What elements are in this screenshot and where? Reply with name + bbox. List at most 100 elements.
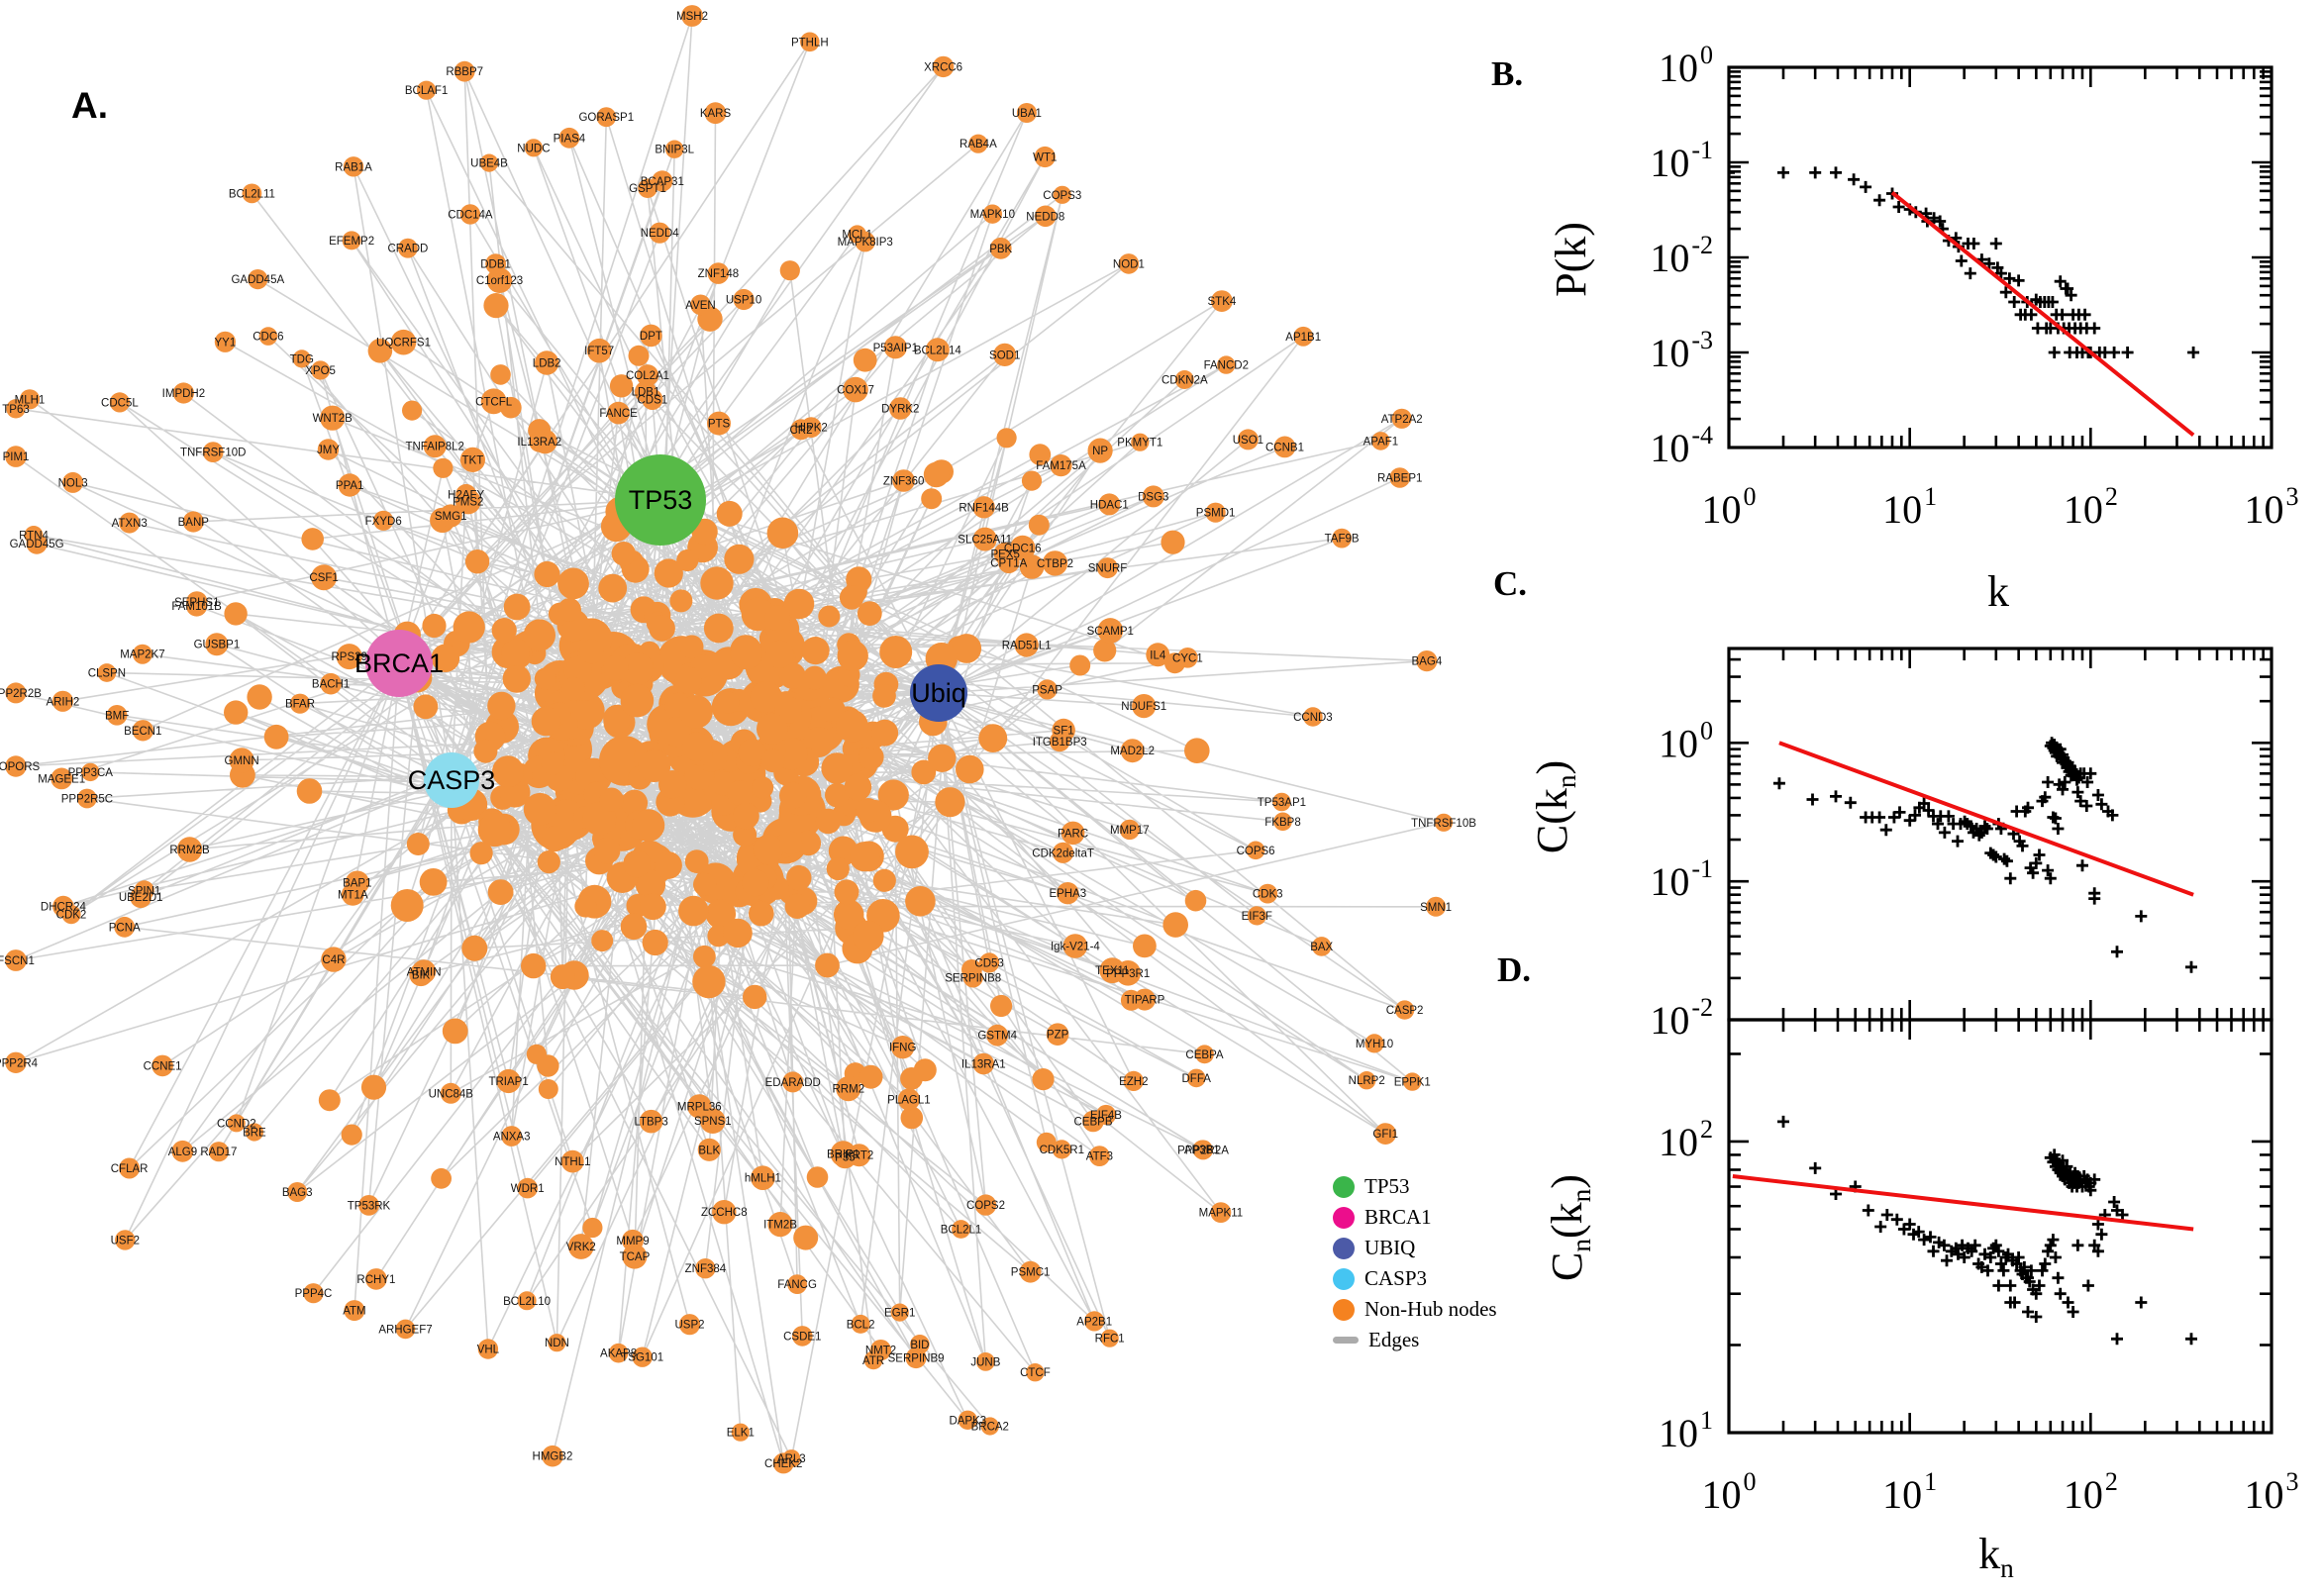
gene-label: PPP3R1 xyxy=(1106,968,1150,980)
non-hub-node xyxy=(661,717,692,748)
edge-swatch-icon xyxy=(1333,1337,1359,1344)
non-hub-node xyxy=(531,706,561,737)
gene-label: PSMD1 xyxy=(1196,508,1236,520)
gene-label: CLSPN xyxy=(88,668,126,680)
gene-label: BFAR xyxy=(285,699,315,711)
legend-label: Non-Hub nodes xyxy=(1364,1297,1497,1321)
non-hub-node xyxy=(296,778,323,804)
gene-label: USP2 xyxy=(674,1320,704,1332)
gene-label: COPS6 xyxy=(1237,846,1275,857)
hub-nodes: TP53 BRCA1 Ubiq CASP3 xyxy=(354,454,967,808)
gene-label: ZCCHC8 xyxy=(701,1207,748,1219)
non-hub-node xyxy=(454,60,475,82)
gene-label: CEBPB xyxy=(1074,1117,1113,1129)
non-hub-node xyxy=(871,719,899,747)
gene-label: AP1B1 xyxy=(1285,332,1321,344)
non-hub-node xyxy=(784,893,810,920)
gene-label: GMNN xyxy=(225,755,259,767)
gene-label: MYH10 xyxy=(1356,1039,1393,1050)
gene-label: RAB4A xyxy=(960,139,997,150)
node-swatch-icon xyxy=(1333,1237,1355,1259)
non-hub-node xyxy=(97,663,117,682)
gene-label: AP2B1 xyxy=(1076,1316,1112,1328)
non-hub-node xyxy=(772,1452,794,1474)
gene-label: GSTM4 xyxy=(977,1031,1017,1043)
non-hub-node xyxy=(345,870,369,895)
non-hub-node xyxy=(700,566,734,600)
gene-label: IFNG xyxy=(889,1043,917,1054)
gene-label: NOL3 xyxy=(58,477,88,489)
gene-label: TSG101 xyxy=(621,1352,663,1364)
gene-label: SEPHS1 xyxy=(174,597,219,609)
non-hub-node xyxy=(287,1182,308,1202)
gene-label: BECN1 xyxy=(124,726,161,738)
non-hub-node xyxy=(487,879,514,905)
non-hub-node xyxy=(843,376,868,403)
non-hub-node xyxy=(412,959,437,984)
non-hub-node xyxy=(591,930,614,952)
non-hub-node xyxy=(1272,792,1291,812)
non-hub-node xyxy=(485,253,506,274)
non-hub-node xyxy=(1087,438,1113,463)
non-hub-node xyxy=(208,1142,229,1162)
gene-label: ALG9 xyxy=(168,1147,197,1158)
non-hub-node xyxy=(524,139,544,157)
non-hub-node xyxy=(844,773,872,801)
non-hub-node xyxy=(972,527,997,551)
non-hub-node xyxy=(642,388,663,410)
gene-label: UBA1 xyxy=(1012,108,1042,120)
gene-label: XRCC6 xyxy=(924,61,962,73)
tick-label: 101 xyxy=(1659,1406,1713,1455)
non-hub-node xyxy=(621,789,649,817)
gene-label: UQCRFS1 xyxy=(376,338,431,349)
gene-label: HMGB2 xyxy=(533,1451,573,1463)
hub-label-tp53: TP53 xyxy=(629,485,693,515)
non-hub-node xyxy=(1131,433,1150,451)
non-hub-node xyxy=(1311,937,1332,956)
non-hub-node xyxy=(850,842,880,872)
gene-label: SPNS1 xyxy=(694,1116,732,1128)
gene-label: NDN xyxy=(545,1338,569,1349)
gene-label: BANP xyxy=(178,517,210,529)
non-hub-node xyxy=(132,720,153,742)
non-hub-node xyxy=(778,662,806,689)
gene-label: BLK xyxy=(698,1145,720,1156)
gene-label: BAP1 xyxy=(343,878,371,890)
gene-label: DDB1 xyxy=(480,259,511,271)
gene-label: MCL1 xyxy=(842,230,872,242)
node-swatch-icon xyxy=(1333,1298,1355,1321)
non-hub-node xyxy=(1389,467,1410,488)
gene-label: FKBP8 xyxy=(1264,817,1300,829)
legend-item-edges: Edges xyxy=(1333,1325,1497,1355)
gene-label: CASP2 xyxy=(1386,1005,1424,1017)
non-hub-node xyxy=(301,528,325,550)
non-hub-node xyxy=(974,1194,997,1216)
panel-c-plot: 100 10-1 10-2 C(kn​) xyxy=(1528,647,2273,1043)
gene-label: ELK1 xyxy=(727,1428,755,1440)
gene-label: GUSBP1 xyxy=(194,640,241,651)
non-hub-node xyxy=(836,1076,861,1102)
gene-label: COX17 xyxy=(837,385,874,397)
non-hub-node xyxy=(501,638,530,666)
gene-label: DSG3 xyxy=(1138,491,1168,503)
non-hub-node xyxy=(911,759,937,785)
gene-label: CD53 xyxy=(974,957,1003,969)
non-hub-node xyxy=(802,665,827,690)
panel-c-label: C. xyxy=(1493,564,1528,603)
legend-item-casp3: CASP3 xyxy=(1333,1263,1497,1294)
non-hub-node xyxy=(360,1074,387,1100)
scatter-points xyxy=(1729,166,2200,358)
non-hub-node xyxy=(1133,934,1157,958)
gene-label: TEX11 xyxy=(1095,965,1129,977)
non-hub-node xyxy=(50,767,73,790)
panel-b-plot: 100 10-1 10-2 10-3 10-4 100 101 102 103 P(k) k xyxy=(1547,41,2299,616)
gene-label: MAP2K7 xyxy=(120,649,164,661)
non-hub-node xyxy=(782,1071,804,1093)
non-hub-node xyxy=(649,615,675,642)
non-hub-node xyxy=(679,695,713,729)
scatter-points xyxy=(1772,737,2197,973)
non-hub-node xyxy=(62,471,84,493)
non-hub-node xyxy=(537,850,560,874)
fit-line xyxy=(1778,741,2194,897)
